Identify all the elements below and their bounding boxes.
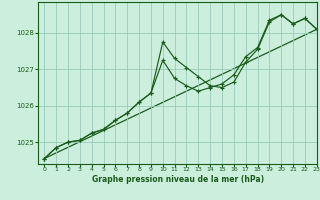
X-axis label: Graphe pression niveau de la mer (hPa): Graphe pression niveau de la mer (hPa) — [92, 175, 264, 184]
